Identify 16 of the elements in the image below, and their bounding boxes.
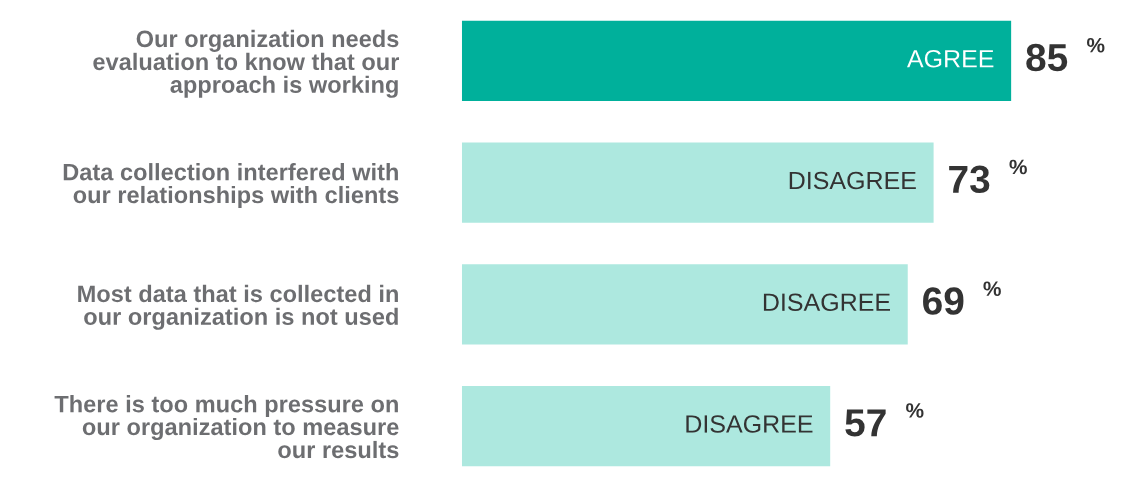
annotation: DISAGREE: [686, 415, 813, 433]
data-label: 73%: [949, 159, 1027, 194]
annotation: DISAGREE: [763, 293, 890, 312]
bar: [461, 385, 831, 467]
bar: [461, 142, 934, 223]
data-label: 57%: [845, 403, 924, 437]
data-label: 69%: [923, 281, 1001, 315]
annotation: AGREE: [907, 49, 994, 68]
bar: [461, 264, 908, 345]
annotation: DISAGREE: [789, 171, 916, 190]
bar: [461, 20, 1012, 102]
y-tick-label: There is too much pressure on our organization to measure our results: [54, 395, 399, 459]
y-tick-label: Data collection interfered with our relationships with clients: [63, 163, 399, 208]
data-label: 85%: [1026, 37, 1105, 72]
y-tick-label: Most data that is collected in our organization is not used: [78, 284, 398, 330]
y-tick-label: Our organization needs evaluation to know that our approach is working: [93, 29, 400, 98]
